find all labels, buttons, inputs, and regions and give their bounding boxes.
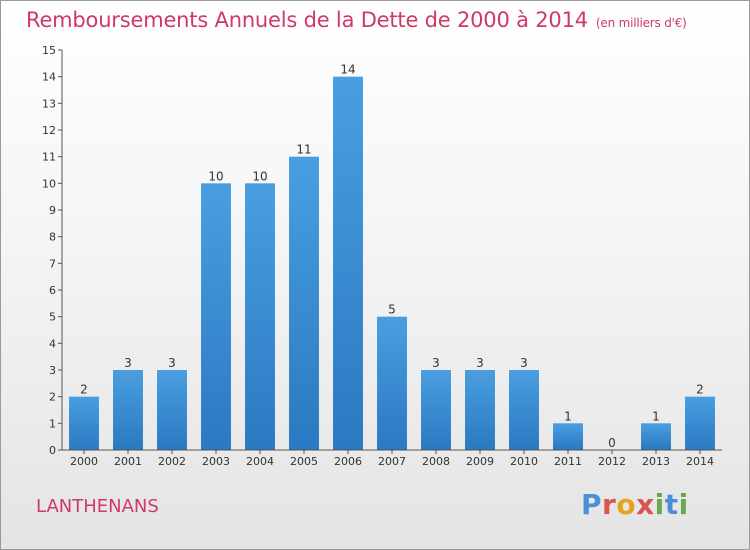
bar-value-label: 1: [564, 409, 572, 423]
bar-value-label: 3: [432, 356, 440, 370]
x-tick-label: 2011: [554, 455, 582, 468]
y-tick-label: 11: [42, 151, 56, 164]
bar-value-label: 14: [340, 63, 355, 77]
y-tick-label: 0: [49, 444, 56, 457]
x-tick-label: 2013: [642, 455, 670, 468]
y-tick-label: 1: [49, 417, 56, 430]
x-tick-label: 2008: [422, 455, 450, 468]
x-axis: 2000 2001 2002 2003 2004 2005 2006 2007 2008 2009…: [62, 449, 722, 468]
logo-letter: r: [602, 488, 617, 521]
bar-value-label: 10: [208, 169, 223, 183]
bar: [421, 370, 451, 450]
y-tick-label: 14: [42, 71, 56, 84]
bar: [201, 183, 231, 451]
x-tick-label: 2006: [334, 455, 362, 468]
y-tick-label: 3: [49, 364, 56, 377]
place-name: LANTHENANS: [36, 496, 159, 517]
bar: [157, 370, 187, 450]
bar: [553, 423, 583, 450]
bar-value-label: 11: [296, 143, 311, 157]
bar-value-label: 0: [608, 436, 616, 450]
y-tick-label: 4: [49, 337, 56, 350]
bar-value-label: 2: [80, 383, 88, 397]
y-tick-label: 9: [49, 204, 56, 217]
bar: [465, 370, 495, 450]
x-tick-label: 2002: [158, 455, 186, 468]
logo-letter: x: [636, 488, 655, 521]
x-tick-label: 2005: [290, 455, 318, 468]
bar: [509, 370, 539, 450]
x-tick-label: 2001: [114, 455, 142, 468]
bar: [289, 156, 319, 450]
y-tick-label: 2: [49, 391, 56, 404]
bar: [245, 183, 275, 451]
y-tick-label: 13: [42, 97, 56, 110]
x-tick-label: 2003: [202, 455, 230, 468]
bar: [113, 370, 143, 450]
x-tick-label: 2009: [466, 455, 494, 468]
x-tick-label: 2007: [378, 455, 406, 468]
y-tick-label: 15: [42, 44, 56, 57]
bar: [377, 316, 407, 450]
bar-value-label: 1: [652, 409, 660, 423]
bar-value-label: 3: [124, 356, 132, 370]
proxiti-logo[interactable]: Proxiti: [581, 488, 689, 521]
logo-letter: i: [678, 488, 689, 521]
x-tick-label: 2010: [510, 455, 538, 468]
bar-value-label: 3: [520, 356, 528, 370]
x-tick-label: 2004: [246, 455, 274, 468]
y-tick-label: 6: [49, 284, 56, 297]
x-tick-label: 2012: [598, 455, 626, 468]
bar-value-label: 5: [388, 303, 396, 317]
x-tick-label: 2014: [686, 455, 714, 468]
bar: [685, 396, 715, 450]
chart-title-text: Remboursements Annuels de la Dette de 20…: [26, 8, 588, 32]
logo-letter: o: [616, 488, 637, 521]
bar-value-label: 2: [696, 383, 704, 397]
bar: [641, 423, 671, 450]
y-tick-label: 12: [42, 124, 56, 137]
y-tick-label: 5: [49, 311, 56, 324]
bar-value-label: 3: [168, 356, 176, 370]
bar: [333, 76, 363, 451]
bar-value-label: 10: [252, 169, 267, 183]
bar-value-label: 3: [476, 356, 484, 370]
y-tick-label: 7: [49, 257, 56, 270]
logo-letter: i: [654, 488, 665, 521]
y-tick-label: 8: [49, 231, 56, 244]
y-tick-label: 10: [42, 177, 56, 190]
logo-letter: P: [581, 488, 603, 521]
chart-unit: (en milliers d'€): [595, 16, 687, 30]
bar: [69, 396, 99, 450]
logo-letter: t: [664, 488, 679, 521]
chart-title: Remboursements Annuels de la Dette de 20…: [26, 8, 687, 32]
x-tick-label: 2000: [70, 455, 98, 468]
